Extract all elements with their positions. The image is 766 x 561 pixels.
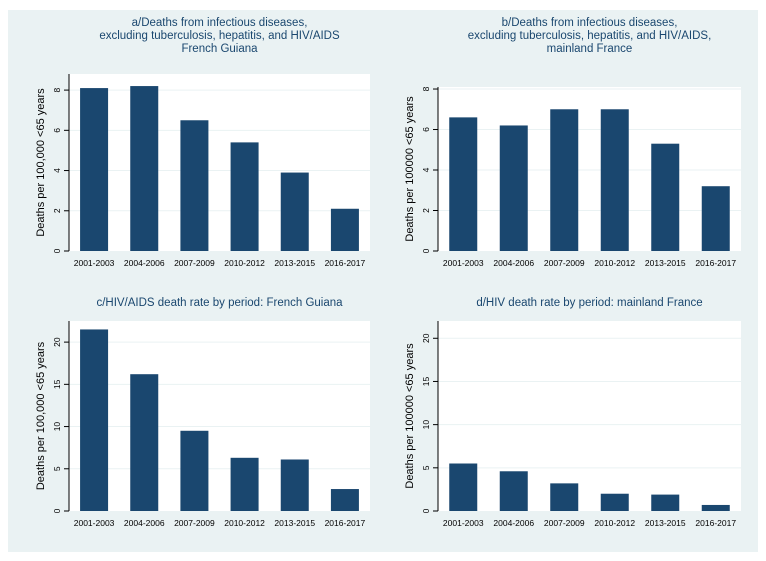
x-tick-label: 2004-2006 xyxy=(124,518,165,528)
bar xyxy=(280,459,309,511)
y-tick-label: 0 xyxy=(52,248,62,253)
bar xyxy=(230,457,259,511)
panel-a-infectious-french-guiana: a/Deaths from infectious diseases, exclud… xyxy=(8,10,383,281)
chart-title-line: d/HIV death rate by period: mainland Fra… xyxy=(476,297,702,309)
y-tick-label: 8 xyxy=(52,87,62,92)
y-tick-label: 15 xyxy=(421,376,431,386)
y-tick-label: 2 xyxy=(52,208,62,213)
bar xyxy=(449,117,478,252)
y-tick-label: 4 xyxy=(421,167,431,172)
bar xyxy=(80,88,109,251)
y-tick-label: 4 xyxy=(52,168,62,173)
x-tick-label: 2001-2003 xyxy=(443,258,484,268)
x-tick-label: 2016-2017 xyxy=(695,518,736,528)
chart-title-line: b/Deaths from infectious diseases, xyxy=(502,17,678,29)
x-tick-label: 2016-2017 xyxy=(325,258,366,268)
x-tick-label: 2007-2009 xyxy=(544,518,585,528)
x-tick-label: 2013-2015 xyxy=(645,518,686,528)
bar xyxy=(499,125,528,251)
plot-area xyxy=(69,321,370,511)
figure-background: a/Deaths from infectious diseases, exclud… xyxy=(8,10,758,552)
bar xyxy=(550,109,579,251)
y-tick-label: 10 xyxy=(52,422,62,432)
x-tick-label: 2007-2009 xyxy=(544,258,585,268)
y-tick-label: 8 xyxy=(421,86,431,91)
x-tick-label: 2001-2003 xyxy=(74,518,115,528)
panel-b-infectious-mainland-france: b/Deaths from infectious diseases, exclud… xyxy=(383,10,758,281)
chart-title-line: French Guiana xyxy=(181,43,258,55)
bar xyxy=(550,483,579,511)
y-axis-label: Deaths per 100,000 <65 years xyxy=(35,341,47,490)
x-tick-label: 2004-2006 xyxy=(124,258,165,268)
bar xyxy=(651,494,680,511)
y-tick-label: 0 xyxy=(52,508,62,513)
bar xyxy=(230,142,259,251)
panel-d-hiv-mainland-france: d/HIV death rate by period: mainland Fra… xyxy=(383,281,758,552)
chart-title-line: excluding tuberculosis, hepatitis, and H… xyxy=(99,30,340,42)
bar xyxy=(180,430,209,511)
chart-title-line: a/Deaths from infectious diseases, xyxy=(132,17,308,29)
plot-area xyxy=(438,321,741,511)
y-tick-label: 0 xyxy=(421,508,431,513)
y-tick-label: 2 xyxy=(421,208,431,213)
y-tick-label: 15 xyxy=(52,379,62,389)
y-axis-label: Deaths per 100000 <65 years xyxy=(404,96,416,242)
bar xyxy=(180,120,209,252)
x-tick-label: 2010-2012 xyxy=(594,518,635,528)
y-tick-label: 10 xyxy=(421,420,431,430)
chart-svg: d/HIV death rate by period: mainland Fra… xyxy=(404,297,741,528)
x-tick-label: 2004-2006 xyxy=(493,258,534,268)
y-tick-label: 5 xyxy=(52,466,62,471)
chart-svg: b/Deaths from infectious diseases,exclud… xyxy=(404,17,741,268)
bar xyxy=(330,489,359,511)
chart-title-line: c/HIV/AIDS death rate by period: French … xyxy=(96,297,343,309)
bar xyxy=(701,186,730,251)
chart-title-line: mainland France xyxy=(547,43,633,55)
x-tick-label: 2010-2012 xyxy=(594,258,635,268)
x-tick-label: 2010-2012 xyxy=(224,258,265,268)
y-tick-label: 20 xyxy=(52,337,62,347)
y-tick-label: 6 xyxy=(421,127,431,132)
y-axis-label: Deaths per 100,000 <65 years xyxy=(35,88,47,237)
x-tick-label: 2001-2003 xyxy=(443,518,484,528)
y-tick-label: 0 xyxy=(421,248,431,253)
chart-title-line: excluding tuberculosis, hepatitis, and H… xyxy=(468,30,712,42)
y-axis-label: Deaths per 100000 <65 years xyxy=(404,343,416,489)
y-tick-label: 5 xyxy=(421,465,431,470)
x-tick-label: 2007-2009 xyxy=(174,518,215,528)
plot-area xyxy=(438,87,741,251)
bar xyxy=(130,374,159,511)
y-tick-label: 6 xyxy=(52,128,62,133)
panel-c-hiv-french-guiana: c/HIV/AIDS death rate by period: French … xyxy=(8,281,383,552)
bar xyxy=(80,329,109,511)
y-tick-label: 20 xyxy=(421,333,431,343)
bar xyxy=(600,493,629,511)
bar xyxy=(280,172,309,251)
chart-svg: a/Deaths from infectious diseases,exclud… xyxy=(35,17,370,268)
plot-area xyxy=(69,74,370,251)
x-tick-label: 2001-2003 xyxy=(74,258,115,268)
chart-svg: c/HIV/AIDS death rate by period: French … xyxy=(35,297,370,528)
x-tick-label: 2007-2009 xyxy=(174,258,215,268)
bar xyxy=(130,86,159,252)
bar xyxy=(449,463,478,511)
bar xyxy=(499,471,528,511)
x-tick-label: 2010-2012 xyxy=(224,518,265,528)
x-tick-label: 2013-2015 xyxy=(274,258,315,268)
bar xyxy=(600,109,629,251)
x-tick-label: 2004-2006 xyxy=(493,518,534,528)
bar xyxy=(701,504,730,511)
x-tick-label: 2016-2017 xyxy=(695,258,736,268)
x-tick-label: 2016-2017 xyxy=(325,518,366,528)
x-tick-label: 2013-2015 xyxy=(274,518,315,528)
x-tick-label: 2013-2015 xyxy=(645,258,686,268)
bar xyxy=(330,208,359,251)
bar xyxy=(651,143,680,251)
